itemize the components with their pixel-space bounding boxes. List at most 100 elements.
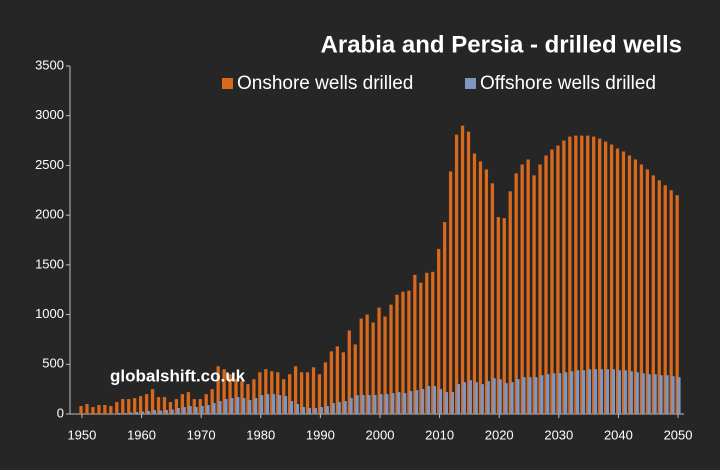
bar	[552, 373, 556, 414]
bar	[490, 183, 494, 414]
bar	[218, 401, 222, 414]
bar	[472, 153, 477, 415]
x-tick-label: 1970	[187, 427, 216, 442]
bar	[347, 330, 351, 414]
y-tick-label: 500	[42, 356, 64, 371]
bar	[420, 389, 425, 414]
x-tick-label: 2000	[366, 427, 395, 442]
bar	[116, 413, 121, 414]
bar	[437, 248, 441, 414]
bar	[127, 399, 131, 414]
bar	[164, 410, 168, 414]
bar	[206, 405, 210, 414]
bar	[426, 386, 431, 414]
bar	[121, 399, 125, 414]
bar	[466, 131, 471, 414]
bar	[252, 379, 256, 414]
bar	[128, 412, 133, 414]
bar	[146, 411, 151, 414]
bar	[168, 402, 173, 414]
bar	[627, 155, 632, 414]
bar	[550, 149, 554, 414]
bar	[574, 135, 578, 414]
bar	[182, 407, 186, 414]
x-tick-label: 2010	[425, 427, 454, 442]
bar	[671, 376, 675, 414]
bar	[407, 290, 411, 414]
bar	[558, 373, 562, 414]
bar	[526, 159, 530, 414]
bar	[240, 381, 244, 414]
bar	[395, 294, 399, 414]
bar	[593, 369, 598, 414]
bar	[265, 394, 270, 414]
bar	[186, 392, 190, 414]
bar	[587, 369, 592, 414]
bar	[520, 164, 524, 414]
bar	[528, 377, 532, 414]
bar	[359, 318, 363, 414]
bar	[603, 141, 608, 414]
bar	[373, 395, 377, 414]
bar	[79, 406, 83, 414]
watermark: globalshift.co.uk	[110, 366, 246, 385]
bar	[669, 190, 673, 414]
bar	[478, 161, 483, 414]
bar	[617, 370, 621, 414]
bar	[432, 386, 437, 414]
bar	[657, 180, 661, 414]
bar	[651, 175, 655, 414]
bar	[264, 369, 268, 414]
bar	[385, 394, 389, 414]
x-tick-label: 1960	[127, 427, 156, 442]
bar	[409, 391, 413, 414]
bar	[277, 395, 282, 414]
bar	[134, 412, 139, 414]
bar	[544, 155, 548, 414]
bar	[295, 404, 300, 414]
bar	[448, 171, 453, 414]
bar	[415, 390, 419, 414]
bar	[456, 384, 461, 414]
bar	[293, 366, 298, 414]
bar	[480, 384, 484, 414]
bar	[115, 402, 119, 414]
bar	[343, 401, 347, 414]
bar	[248, 400, 252, 414]
bar	[254, 398, 258, 414]
bar	[444, 392, 449, 414]
bar	[496, 217, 500, 414]
bar	[401, 291, 405, 414]
x-tick-label: 2030	[544, 427, 573, 442]
bar	[85, 404, 89, 414]
chart-title: Arabia and Persia - drilled wells	[321, 31, 682, 58]
bar	[133, 398, 137, 414]
bar	[176, 408, 180, 414]
bar	[162, 397, 167, 414]
bar	[635, 372, 639, 414]
bar	[665, 375, 669, 414]
legend-swatch	[465, 78, 476, 89]
bar	[289, 401, 294, 414]
bar	[677, 377, 681, 414]
bar	[242, 398, 246, 414]
bar	[534, 377, 538, 414]
bar	[425, 272, 429, 414]
bar	[103, 405, 107, 414]
bar	[236, 397, 240, 414]
bar	[109, 406, 113, 414]
bar	[150, 389, 155, 414]
bar	[288, 374, 292, 414]
bar	[299, 372, 304, 414]
bar	[639, 164, 644, 414]
bar	[365, 314, 369, 414]
bar	[198, 399, 202, 414]
bar	[492, 378, 496, 414]
bar	[379, 394, 383, 414]
bar	[311, 367, 316, 414]
bar	[611, 369, 615, 414]
bar	[556, 145, 560, 415]
bar	[271, 394, 276, 414]
bar	[633, 159, 638, 414]
bar	[323, 362, 328, 414]
